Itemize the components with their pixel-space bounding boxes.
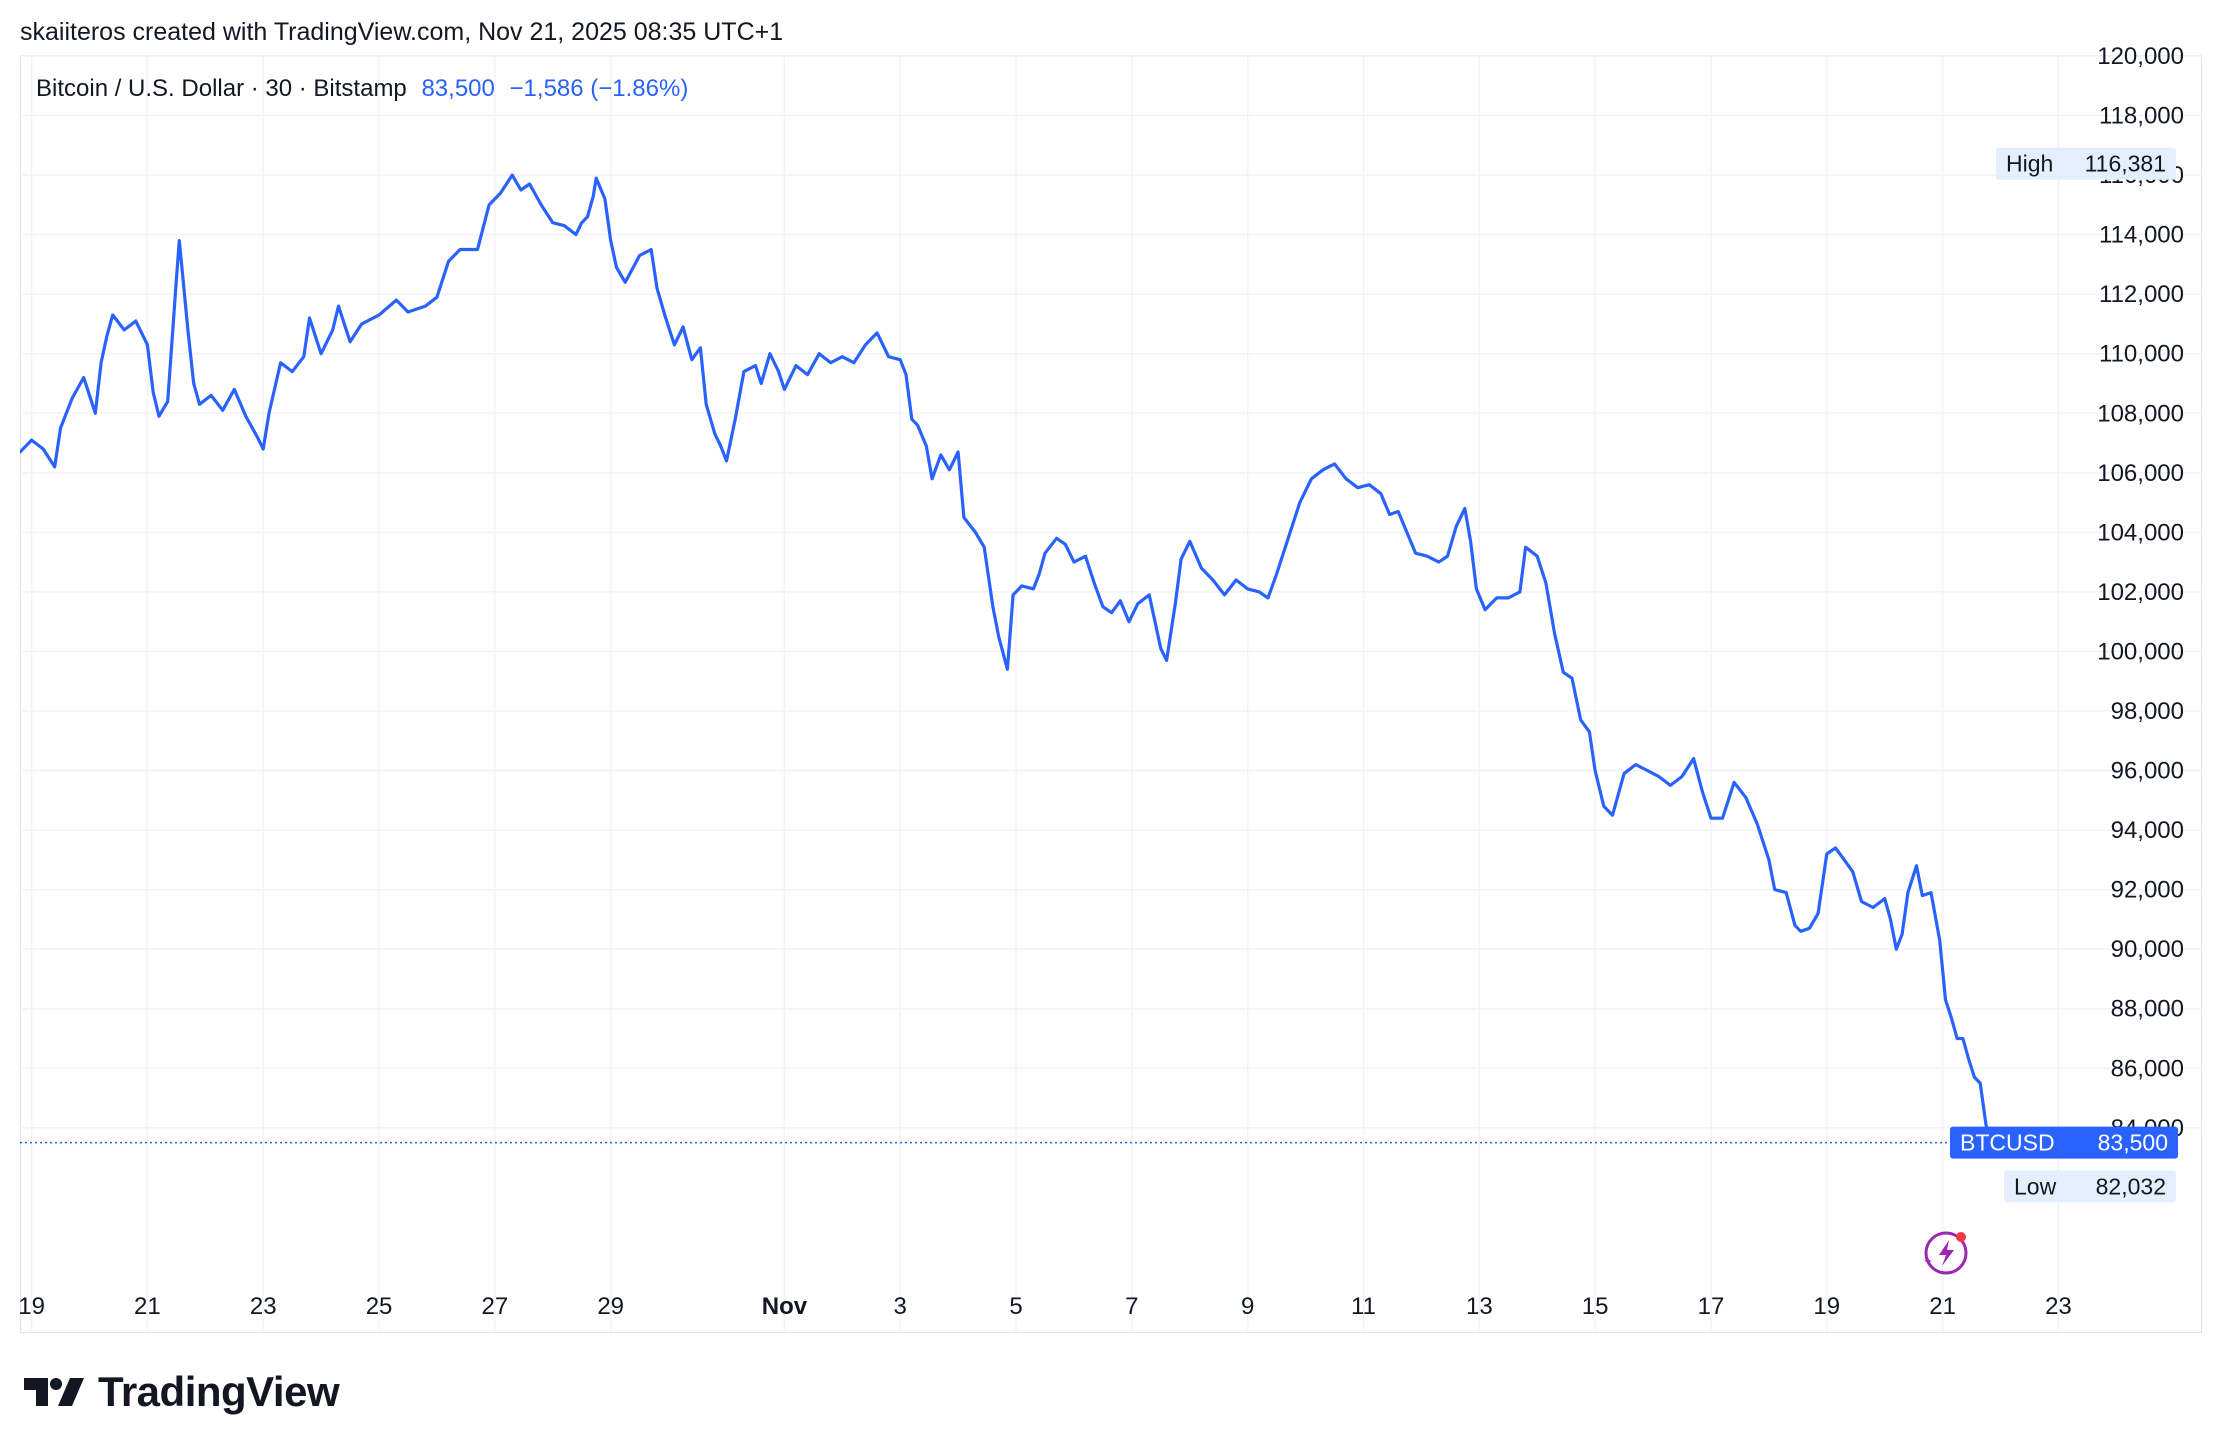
high-value: 116,381 xyxy=(2085,151,2166,177)
x-tick-label: Nov xyxy=(762,1293,808,1320)
y-tick-label: 106,000 xyxy=(2097,460,2184,487)
low-marker: Low 82,032 xyxy=(2004,1170,2176,1203)
y-tick-label: 100,000 xyxy=(2097,638,2184,665)
y-tick-label: 110,000 xyxy=(2099,341,2184,368)
y-tick-label: 102,000 xyxy=(2097,579,2184,606)
price-symbol: BTCUSD xyxy=(1960,1130,2055,1156)
price-axis: 84,00086,00088,00090,00092,00094,00096,0… xyxy=(2097,43,2184,1142)
y-tick-label: 88,000 xyxy=(2111,996,2184,1023)
x-tick-label: 3 xyxy=(894,1293,907,1320)
y-tick-label: 114,000 xyxy=(2099,222,2184,249)
x-tick-label: 9 xyxy=(1241,1293,1254,1320)
high-label: High xyxy=(2006,151,2053,177)
brand-name: TradingView xyxy=(98,1368,340,1415)
x-tick-label: 17 xyxy=(1698,1293,1725,1320)
x-tick-label: 5 xyxy=(1009,1293,1022,1320)
price-chart[interactable]: 84,00086,00088,00090,00092,00094,00096,0… xyxy=(0,0,2222,1340)
price-marker: BTCUSD 83,500 xyxy=(1950,1126,2178,1159)
x-tick-label: 13 xyxy=(1466,1293,1493,1320)
x-tick-label: 29 xyxy=(597,1293,624,1320)
price-change: −1,586 (−1.86%) xyxy=(509,75,689,102)
y-tick-label: 104,000 xyxy=(2097,519,2184,546)
tradingview-logo[interactable]: TradingView xyxy=(24,1368,340,1416)
x-tick-label: 23 xyxy=(2045,1293,2072,1320)
y-tick-label: 120,000 xyxy=(2097,43,2184,70)
x-tick-label: 11 xyxy=(1351,1293,1376,1320)
x-tick-label: 7 xyxy=(1125,1293,1138,1320)
tradingview-logo-icon xyxy=(24,1378,84,1406)
x-tick-label: 15 xyxy=(1582,1293,1609,1320)
lightning-sparkle-icon[interactable] xyxy=(1924,1231,1968,1275)
y-tick-label: 86,000 xyxy=(2111,1055,2184,1082)
y-tick-label: 118,000 xyxy=(2099,103,2184,130)
x-tick-label: 19 xyxy=(18,1293,45,1320)
low-value: 82,032 xyxy=(2096,1173,2166,1199)
y-tick-label: 90,000 xyxy=(2111,936,2184,963)
x-tick-label: 23 xyxy=(250,1293,277,1320)
y-tick-label: 108,000 xyxy=(2097,400,2184,427)
symbol-title: Bitcoin / U.S. Dollar · 30 · Bitstamp xyxy=(36,75,407,102)
price-value: 83,500 xyxy=(2098,1130,2168,1156)
symbol-legend: Bitcoin / U.S. Dollar · 30 · Bitstamp 83… xyxy=(36,75,688,103)
chart-credit: skaiiteros created with TradingView.com,… xyxy=(20,18,784,46)
last-price: 83,500 xyxy=(421,75,495,102)
price-line xyxy=(20,173,1994,1144)
x-tick-label: 27 xyxy=(482,1293,509,1320)
high-marker: High 116,381 xyxy=(1996,147,2176,180)
x-tick-label: 21 xyxy=(1929,1293,1956,1320)
x-tick-label: 25 xyxy=(366,1293,393,1320)
low-label: Low xyxy=(2014,1173,2057,1199)
chart-grid xyxy=(20,55,2202,1332)
time-axis: 19 21 23 25 27 29 Nov 3 5 7 9 11 13 15 17 19 21 23 xyxy=(18,1293,2072,1320)
y-tick-label: 112,000 xyxy=(2099,281,2184,308)
y-tick-label: 98,000 xyxy=(2111,698,2184,725)
x-tick-label: 21 xyxy=(134,1293,161,1320)
y-tick-label: 94,000 xyxy=(2111,817,2184,844)
y-tick-label: 96,000 xyxy=(2111,758,2184,785)
y-tick-label: 92,000 xyxy=(2111,877,2184,904)
x-tick-label: 19 xyxy=(1813,1293,1840,1320)
